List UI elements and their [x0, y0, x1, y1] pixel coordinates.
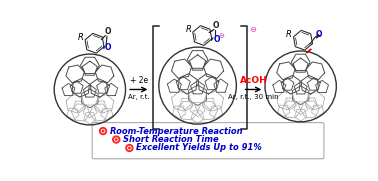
- Circle shape: [116, 139, 117, 140]
- Circle shape: [99, 128, 107, 134]
- Text: O: O: [104, 43, 111, 52]
- Text: R: R: [77, 33, 84, 42]
- Text: + 2e: + 2e: [130, 76, 148, 85]
- Circle shape: [115, 138, 118, 141]
- Circle shape: [126, 145, 133, 151]
- Circle shape: [129, 147, 130, 149]
- Text: O: O: [104, 27, 111, 36]
- Text: AcOH: AcOH: [240, 76, 267, 85]
- Circle shape: [102, 130, 104, 132]
- Text: O: O: [213, 21, 220, 30]
- Text: Ar, r.t., 30 min: Ar, r.t., 30 min: [228, 94, 279, 100]
- Text: Room-Temperature Reaction: Room-Temperature Reaction: [110, 127, 242, 136]
- Circle shape: [101, 129, 105, 133]
- Text: Excellent Yields Up to 91%: Excellent Yields Up to 91%: [136, 144, 262, 153]
- Text: Short Reaction Time: Short Reaction Time: [123, 135, 218, 144]
- Circle shape: [128, 146, 131, 150]
- Text: R: R: [185, 25, 191, 34]
- Text: R: R: [286, 30, 292, 39]
- Text: O: O: [214, 35, 220, 44]
- Text: Ar, r.t.: Ar, r.t.: [128, 94, 150, 100]
- Text: ⊖: ⊖: [249, 25, 256, 34]
- Text: O: O: [316, 30, 322, 39]
- Text: ⊖: ⊖: [219, 33, 225, 39]
- FancyBboxPatch shape: [92, 123, 324, 159]
- Circle shape: [113, 136, 120, 143]
